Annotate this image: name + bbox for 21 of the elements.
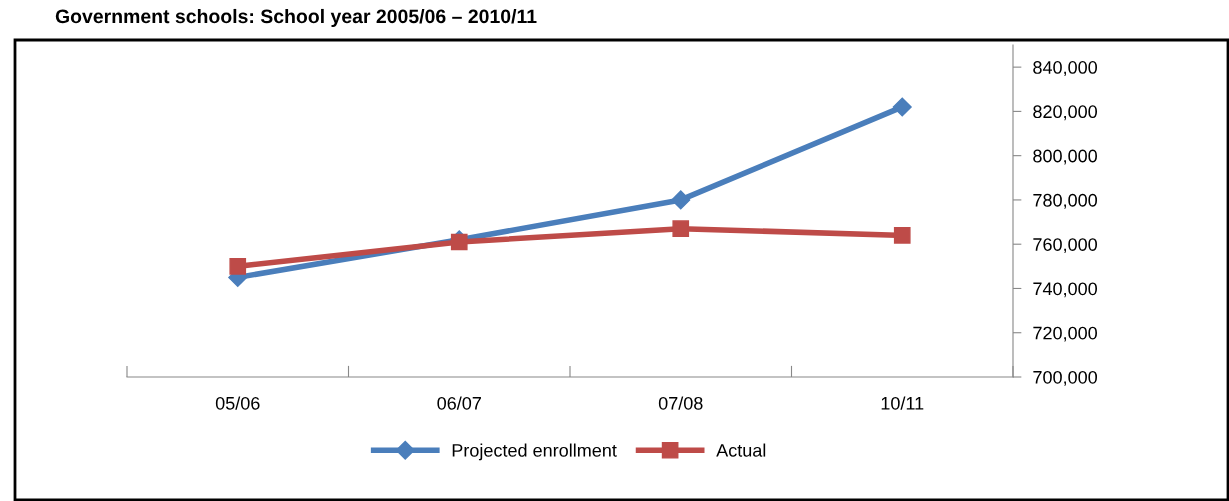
y-tick-label: 800,000 bbox=[1033, 149, 1097, 165]
y-tick-label: 720,000 bbox=[1033, 326, 1097, 342]
y-tick-label: 840,000 bbox=[1033, 61, 1097, 76]
y-tick-label: 780,000 bbox=[1033, 193, 1097, 209]
point bbox=[892, 97, 912, 117]
x-tick-label: 07/08 bbox=[658, 396, 703, 410]
chart-title: Government schools: School year 2005/06 – 2010/11 bbox=[55, 8, 537, 28]
point bbox=[450, 233, 468, 251]
y-tick-label: 760,000 bbox=[1033, 238, 1097, 254]
point bbox=[229, 257, 247, 275]
point bbox=[672, 220, 690, 238]
x-tick-label: 05/06 bbox=[215, 396, 260, 410]
y-tick-label: 820,000 bbox=[1033, 105, 1097, 121]
y-tick-label: 700,000 bbox=[1033, 370, 1097, 386]
point bbox=[893, 227, 911, 244]
x-tick-label: 10/11 bbox=[881, 396, 924, 410]
legend-label: Projected enrollment bbox=[452, 443, 617, 461]
legend-label: Actual bbox=[716, 443, 766, 457]
point bbox=[671, 190, 691, 210]
y-tick-label: 740,000 bbox=[1033, 282, 1097, 298]
x-tick-label: 06/07 bbox=[437, 396, 481, 410]
